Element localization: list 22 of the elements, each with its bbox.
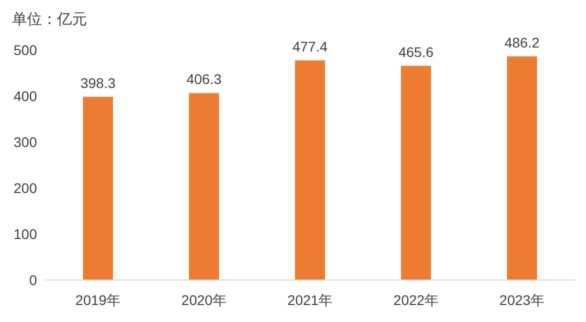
- y-tick-label: 0: [29, 272, 38, 288]
- x-tick-label: 2020年: [181, 292, 227, 308]
- bar: [507, 56, 537, 280]
- bar: [295, 60, 325, 280]
- data-label: 486.2: [504, 34, 540, 50]
- data-label: 406.3: [186, 71, 222, 88]
- x-tick-label: 2019年: [75, 292, 121, 308]
- x-tick-label: 2023年: [499, 292, 545, 308]
- y-axis-title: 单位：亿元: [12, 11, 87, 28]
- y-tick-label: 500: [14, 42, 38, 58]
- x-tick-label: 2022年: [393, 292, 439, 308]
- bar: [401, 66, 431, 280]
- y-tick-label: 200: [14, 180, 38, 196]
- bar: [83, 96, 113, 280]
- y-tick-label: 400: [14, 88, 38, 104]
- y-tick-label: 100: [14, 226, 38, 242]
- data-label: 398.3: [80, 74, 116, 91]
- data-label: 477.4: [292, 38, 328, 54]
- bar: [189, 93, 219, 280]
- y-tick-label: 300: [14, 134, 38, 150]
- x-tick-label: 2021年: [287, 292, 333, 308]
- data-label: 465.6: [398, 44, 434, 60]
